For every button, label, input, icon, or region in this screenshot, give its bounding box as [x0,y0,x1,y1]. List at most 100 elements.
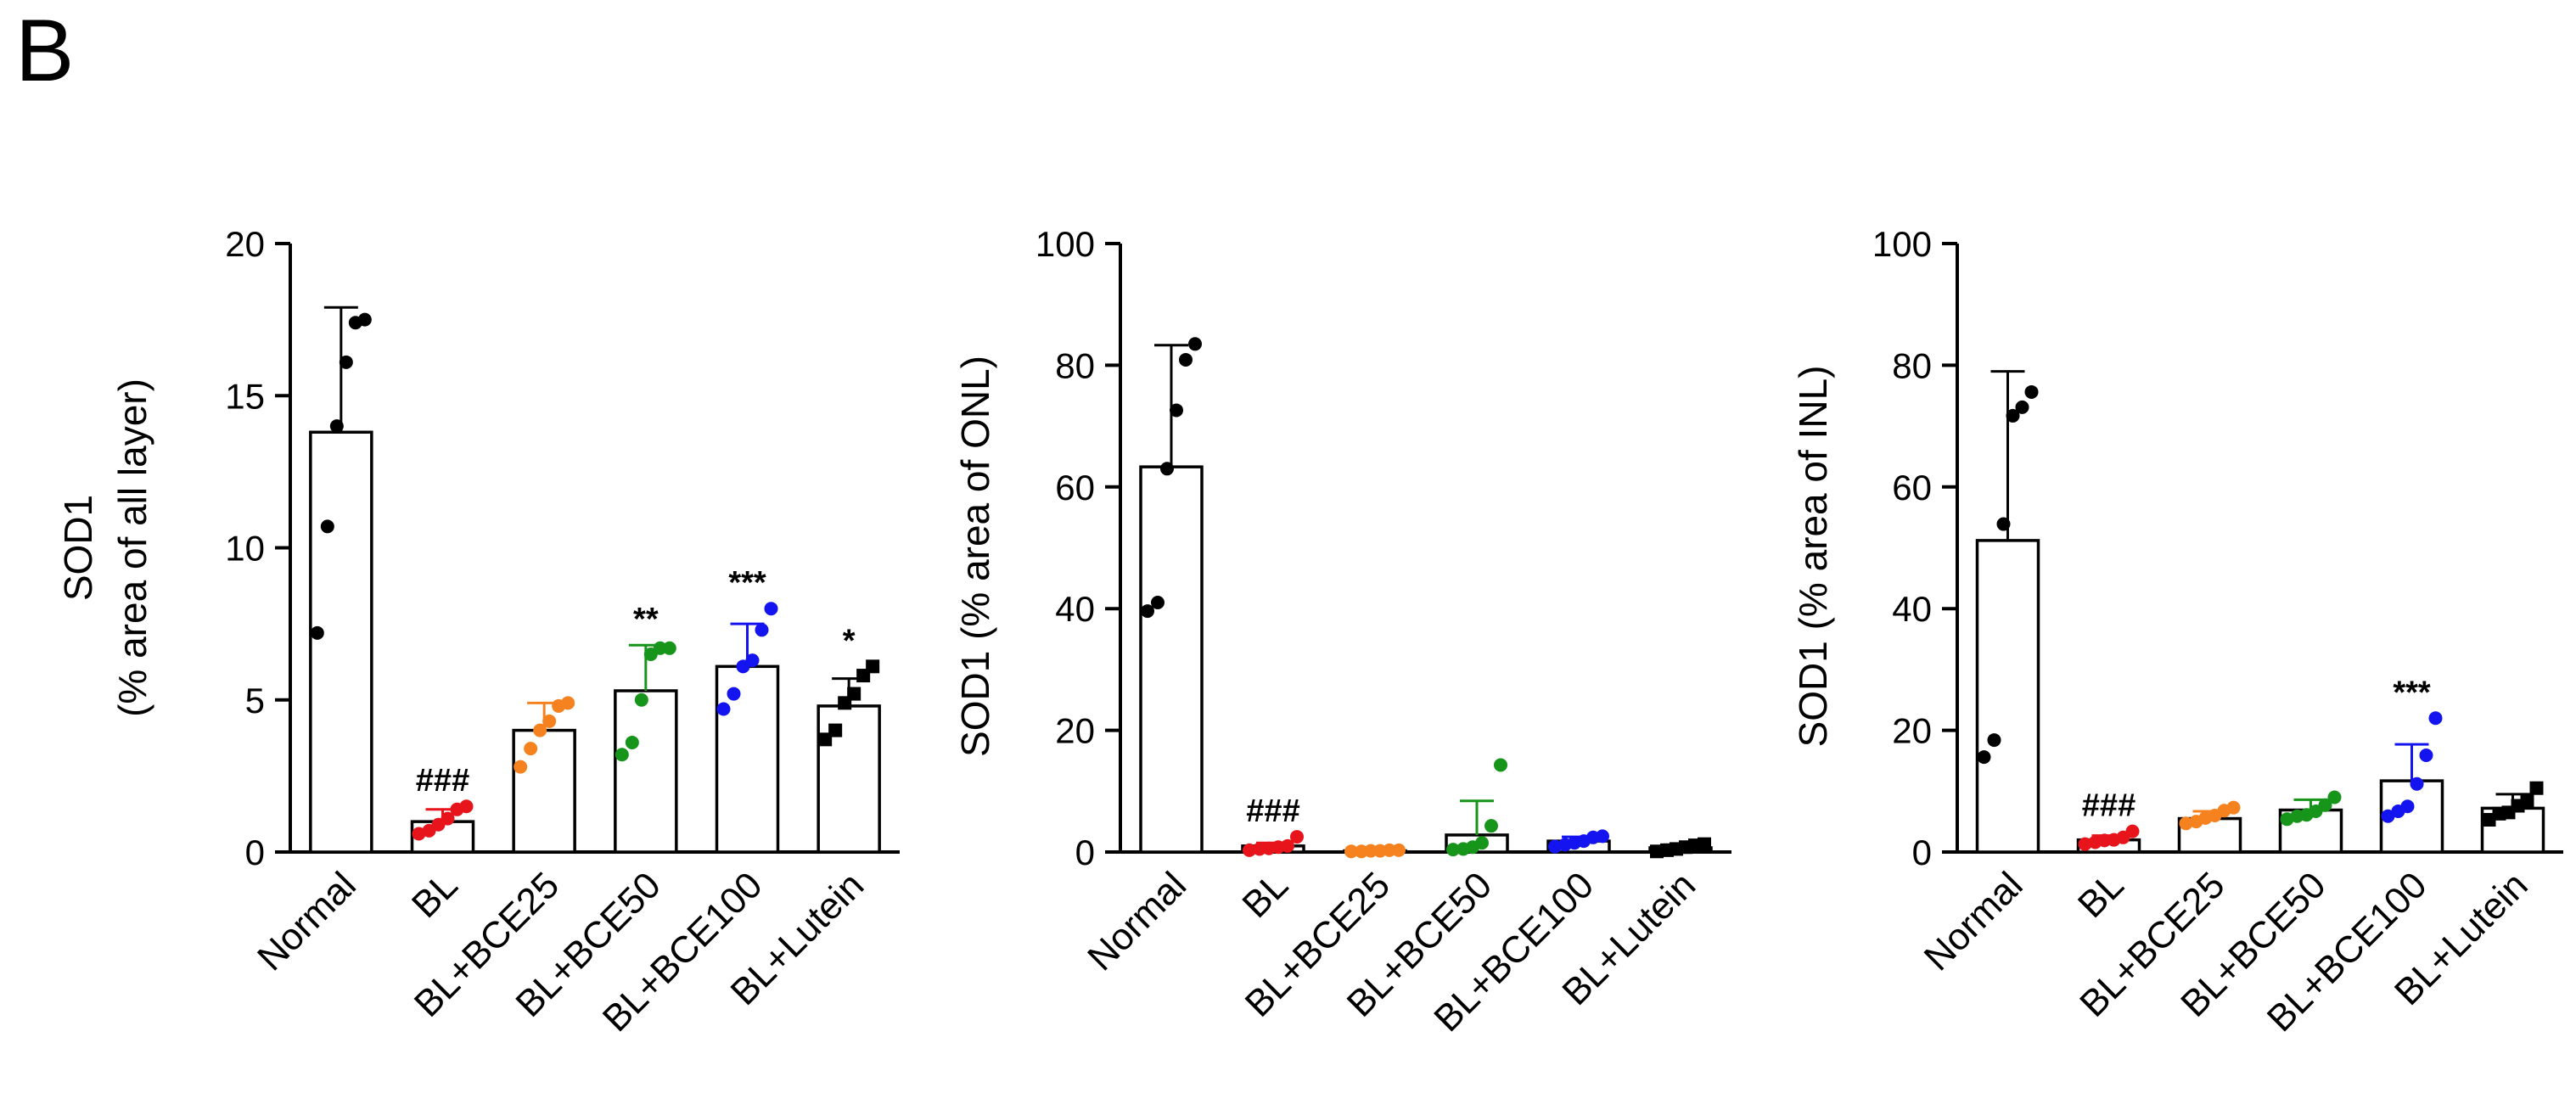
significance-label-BL: ### [416,763,469,799]
y-tick-label: 20 [1892,711,1932,751]
data-point-Normal [357,312,372,327]
data-point-BL [2078,837,2092,851]
data-point-BL+Lutein [2529,781,2544,795]
data-point-BL+BCE25 [2179,816,2193,831]
data-point-BL [1290,830,1304,844]
y-tick-label: 60 [1892,468,1932,507]
data-point-Normal [329,419,344,434]
data-point-BL+BCE25 [533,723,547,737]
y-tick-label: 60 [1055,468,1095,507]
data-point-BL [1281,838,1294,853]
data-point-Normal [310,625,324,640]
data-point-BL+BCE50 [2327,790,2342,804]
data-point-Normal [2024,384,2039,399]
y-tick-label: 100 [1872,224,1932,264]
x-tick-label: BL [1234,864,1296,926]
bar-BL+BCE50 [614,689,678,854]
x-tick-label: Normal [1917,864,2031,978]
data-point-Normal [339,355,353,369]
significance-label-BL+BCE100: *** [728,565,766,601]
chart-1: 0 5 10 15 20 SOD1 (% area of all layer) Normal #… [56,224,900,1040]
chart-2: 0 20 40 60 80 100 SOD1 (% area of ONL) Normal ##… [953,224,1731,1040]
data-point-Normal [2006,408,2020,423]
data-point-BL+BCE100 [2400,799,2415,814]
data-point-BL+BCE100 [764,602,778,616]
data-point-BL+BCE50 [1484,819,1498,833]
data-point-Normal [2015,400,2029,414]
data-point-BL+BCE25 [561,696,575,710]
data-point-BL+Lutein [847,687,861,701]
data-point-BL+BCE50 [1446,843,1460,857]
data-point-BL+BCE100 [745,653,760,668]
data-point-BL+BCE25 [542,714,557,728]
data-point-BL+BCE50 [1475,836,1489,850]
data-point-BL+BCE100 [2381,809,2395,823]
bar-Normal [1975,539,2040,854]
y-axis-label: SOD1 [56,495,100,601]
y-axis-label: SOD1 (% area of INL) [1791,366,1835,748]
y-axis-label-sub: (% area of all layer) [110,378,154,717]
data-point-BL [2125,824,2140,838]
panel-label: B [15,2,75,100]
data-point-BL+Lutein [866,659,880,674]
data-point-BL+BCE50 [634,692,648,707]
data-point-BL+Lutein [828,723,843,737]
data-point-BL+BCE100 [1596,829,1609,844]
data-point-Normal [1977,750,1991,765]
bar-Normal [309,430,373,854]
x-tick-label: Normal [250,864,364,978]
y-tick-label: 20 [1055,711,1095,751]
data-point-BL+BCE100 [1548,839,1562,854]
bar-Normal [1139,465,1204,854]
significance-label-BL: ### [1246,793,1299,829]
y-tick-label: 5 [245,681,265,720]
y-tick-label: 80 [1892,345,1932,385]
y-tick-label: 0 [245,832,265,872]
significance-label-BL+BCE50: ** [633,602,659,637]
bar-BL+Lutein [817,704,881,854]
data-point-BL+Lutein [2520,794,2534,809]
y-tick-label: 15 [225,376,265,416]
y-tick-label: 80 [1055,345,1095,385]
data-point-BL+BCE50 [2280,812,2294,827]
data-point-BL [1243,843,1256,857]
data-point-BL+BCE100 [2428,711,2443,726]
bar-BL+BCE100 [715,664,780,854]
significance-label-BL: ### [2082,788,2135,824]
data-point-BL+BCE100 [755,623,769,637]
y-tick-label: 40 [1892,589,1932,629]
data-point-Normal [1996,517,2011,531]
y-tick-label: 10 [225,529,265,569]
y-tick-label: 20 [225,224,265,264]
data-point-BL+BCE50 [625,735,639,749]
data-point-BL [441,811,455,826]
data-point-BL [459,799,474,814]
y-tick-label: 100 [1035,224,1095,264]
data-point-BL+BCE25 [1383,843,1396,857]
x-tick-label: BL [2070,864,2132,926]
y-tick-label: 40 [1055,589,1095,629]
data-point-BL+BCE50 [653,641,667,655]
x-tick-label: BL [404,864,466,926]
significance-label-BL+Lutein: * [843,623,856,659]
data-point-Normal [320,519,334,534]
data-point-BL+BCE50 [662,641,676,655]
data-point-BL+BCE50 [615,748,629,762]
data-point-BL+BCE25 [2226,800,2241,815]
data-point-Normal [1188,337,1202,351]
data-point-BL+BCE50 [1494,758,1507,772]
data-point-Normal [1170,403,1183,418]
data-point-BL+BCE25 [1344,844,1358,859]
data-point-BL+BCE100 [716,702,731,716]
data-point-Normal [1179,352,1193,367]
y-tick-label: 0 [1912,832,1932,872]
data-point-BL [412,827,426,841]
data-point-BL+BCE100 [2410,776,2424,791]
data-point-Normal [1141,604,1154,619]
data-point-Normal [1160,462,1174,476]
data-point-BL+BCE25 [514,760,528,774]
bar-BL+BCE25 [512,728,576,854]
data-point-BL+BCE50 [2318,798,2332,812]
data-point-BL+Lutein [1698,837,1711,851]
